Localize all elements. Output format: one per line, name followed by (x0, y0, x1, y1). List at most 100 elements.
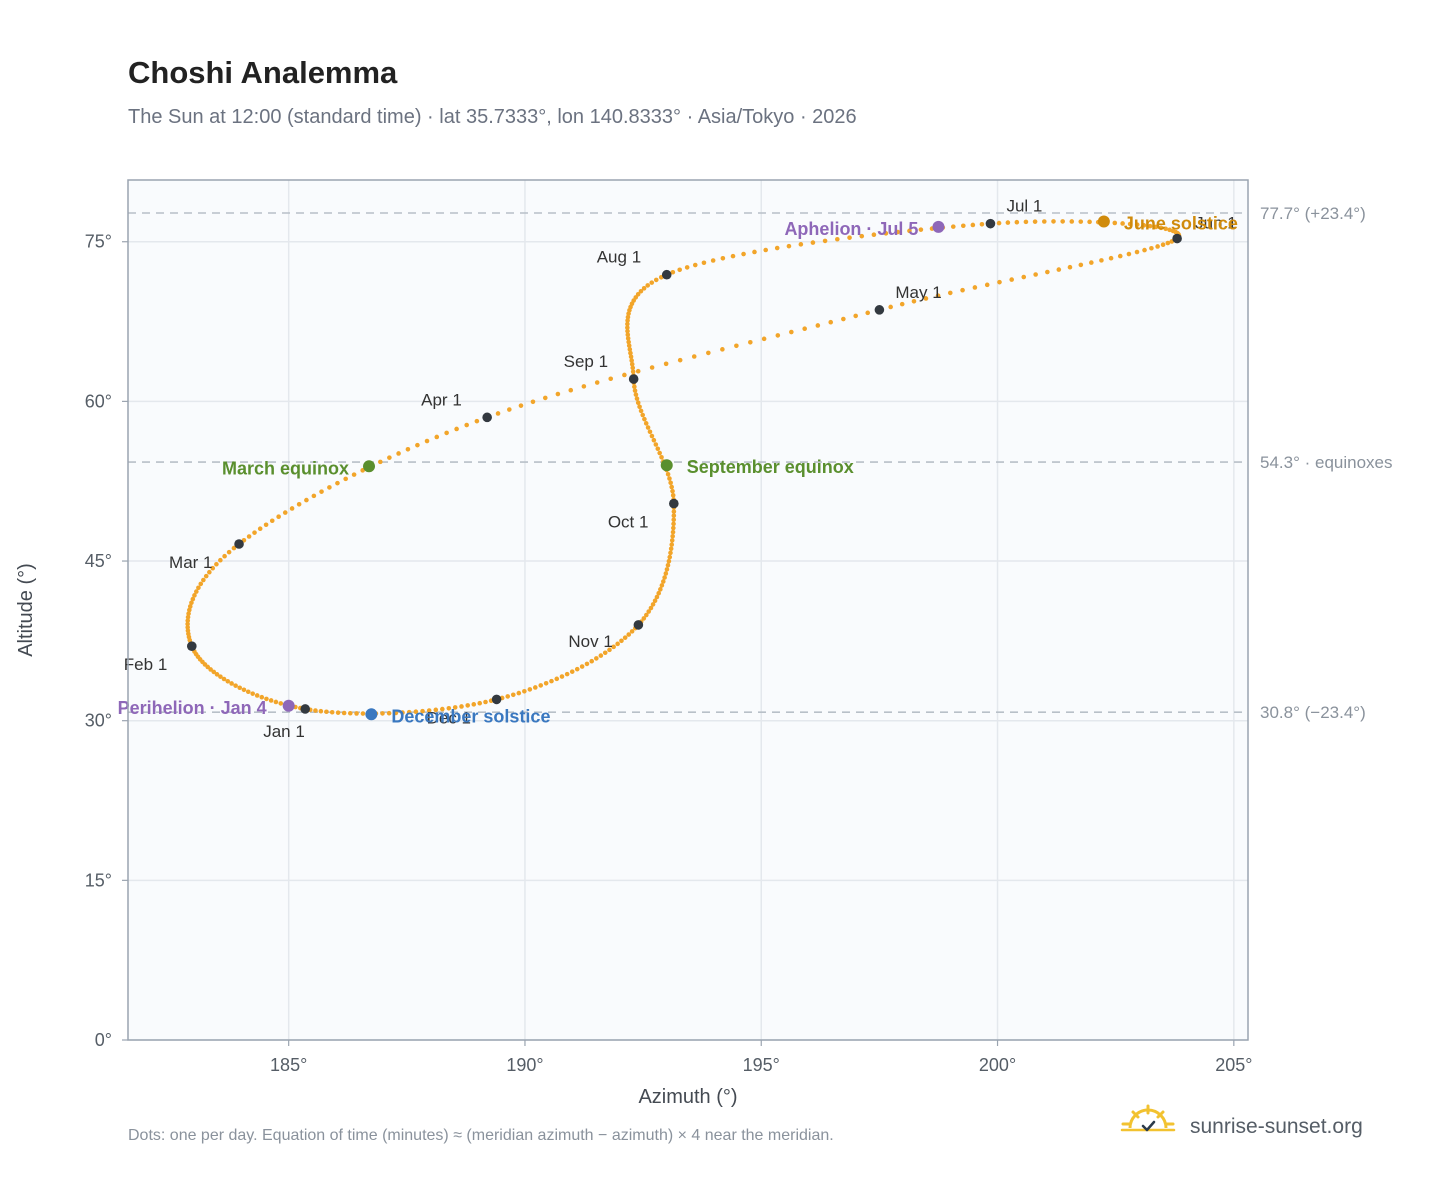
day-dot (664, 567, 670, 572)
day-dot (633, 392, 639, 397)
day-dot (701, 260, 707, 266)
day-dot (226, 549, 232, 555)
month-markers: Jan 1 Feb 1 Mar 1 Apr 1 May 1 Jun 1 Jul 1 Aug 1… (124, 197, 1237, 741)
day-dot (1112, 220, 1118, 226)
day-dot (625, 325, 630, 330)
day-dot (581, 384, 587, 389)
day-dot (628, 350, 633, 356)
day-dot (495, 411, 501, 416)
day-dot (669, 538, 675, 543)
chart-subtitle: The Sun at 12:00 (standard time) · lat 3… (128, 106, 857, 128)
day-dot (360, 711, 366, 716)
day-dot (641, 286, 647, 291)
day-dot (656, 590, 662, 596)
day-dot (569, 669, 575, 674)
day-dot (666, 558, 672, 564)
month-point (874, 305, 885, 315)
reference-lines: 77.7° (+23.4°) 54.3° · equinoxes 30.8° (−2… (128, 204, 1393, 722)
day-dot (835, 236, 840, 242)
day-dot (440, 706, 445, 712)
month-label: Dec 1 (427, 708, 471, 727)
day-dot (775, 333, 781, 338)
day-dot (649, 433, 655, 439)
day-dot (730, 253, 736, 259)
month-point (1172, 233, 1182, 244)
day-dot (677, 357, 683, 363)
day-dot (671, 513, 677, 518)
day-dot (626, 632, 632, 637)
day-dot (865, 310, 871, 316)
month-point (491, 694, 502, 705)
month-point (985, 218, 996, 229)
day-dot (947, 290, 953, 296)
day-dot (424, 438, 430, 444)
day-dot (650, 602, 656, 607)
day-dot (549, 678, 554, 684)
day-dot (257, 526, 263, 532)
day-dot (625, 332, 631, 338)
day-dot (510, 692, 516, 698)
day-dot (789, 329, 794, 335)
day-dot (720, 255, 726, 261)
day-dot (629, 358, 634, 363)
day-dot (763, 247, 769, 253)
day-dot (652, 598, 658, 604)
day-dot (1141, 223, 1147, 228)
event-point (365, 708, 378, 721)
day-dot (641, 616, 647, 621)
day-dot (1067, 264, 1073, 270)
day-dot (644, 612, 649, 618)
day-dot (619, 638, 624, 644)
day-dot (1117, 253, 1123, 259)
day-dot (221, 676, 227, 682)
day-dot (970, 222, 976, 228)
day-dot (413, 709, 419, 715)
month-label: Apr 1 (421, 390, 462, 409)
day-dot (185, 621, 190, 627)
month-point (669, 498, 679, 509)
day-dot (1032, 219, 1038, 224)
day-dot (659, 454, 664, 460)
y-tick-label: 15° (85, 870, 112, 890)
event-markers: Perihelion · Jan 4 March equinox June sols… (118, 214, 1238, 727)
day-dot (802, 326, 807, 332)
day-dot (185, 618, 191, 623)
day-dot (207, 569, 212, 575)
plot-area (128, 180, 1248, 1040)
day-dot (185, 625, 190, 630)
day-dot (233, 683, 238, 688)
day-dot (761, 336, 767, 342)
day-dot (538, 683, 544, 688)
month-label: Jul 1 (1006, 197, 1042, 216)
day-dot (1005, 220, 1011, 225)
x-tick-label: 200° (979, 1055, 1016, 1075)
day-dot (273, 699, 279, 705)
day-dot (471, 702, 477, 707)
day-dot (984, 282, 990, 288)
day-dot (598, 653, 604, 658)
day-dot (589, 658, 595, 664)
event-label: March equinox (222, 458, 349, 478)
month-point (186, 641, 197, 651)
x-axis-label: Azimuth (°) (638, 1086, 737, 1108)
day-dot (1033, 272, 1038, 277)
month-label: May 1 (895, 283, 941, 302)
x-tick-label: 185° (270, 1055, 307, 1075)
brand-logo[interactable]: sunrise-sunset.org (1120, 1104, 1363, 1138)
month-label: Oct 1 (608, 513, 649, 532)
day-dot (706, 350, 711, 356)
day-dot (594, 380, 600, 385)
day-dot (645, 283, 651, 288)
sun-check-icon (1120, 1104, 1176, 1132)
day-dot (923, 296, 929, 301)
day-dot (859, 233, 865, 239)
day-dot (720, 347, 725, 352)
day-dot (198, 581, 204, 587)
month-point (661, 269, 672, 280)
day-dot (611, 644, 616, 650)
day-dot (653, 442, 659, 447)
day-dot (1051, 219, 1056, 224)
day-dot (507, 407, 512, 412)
day-dot (662, 575, 667, 580)
day-dot (1014, 219, 1020, 225)
